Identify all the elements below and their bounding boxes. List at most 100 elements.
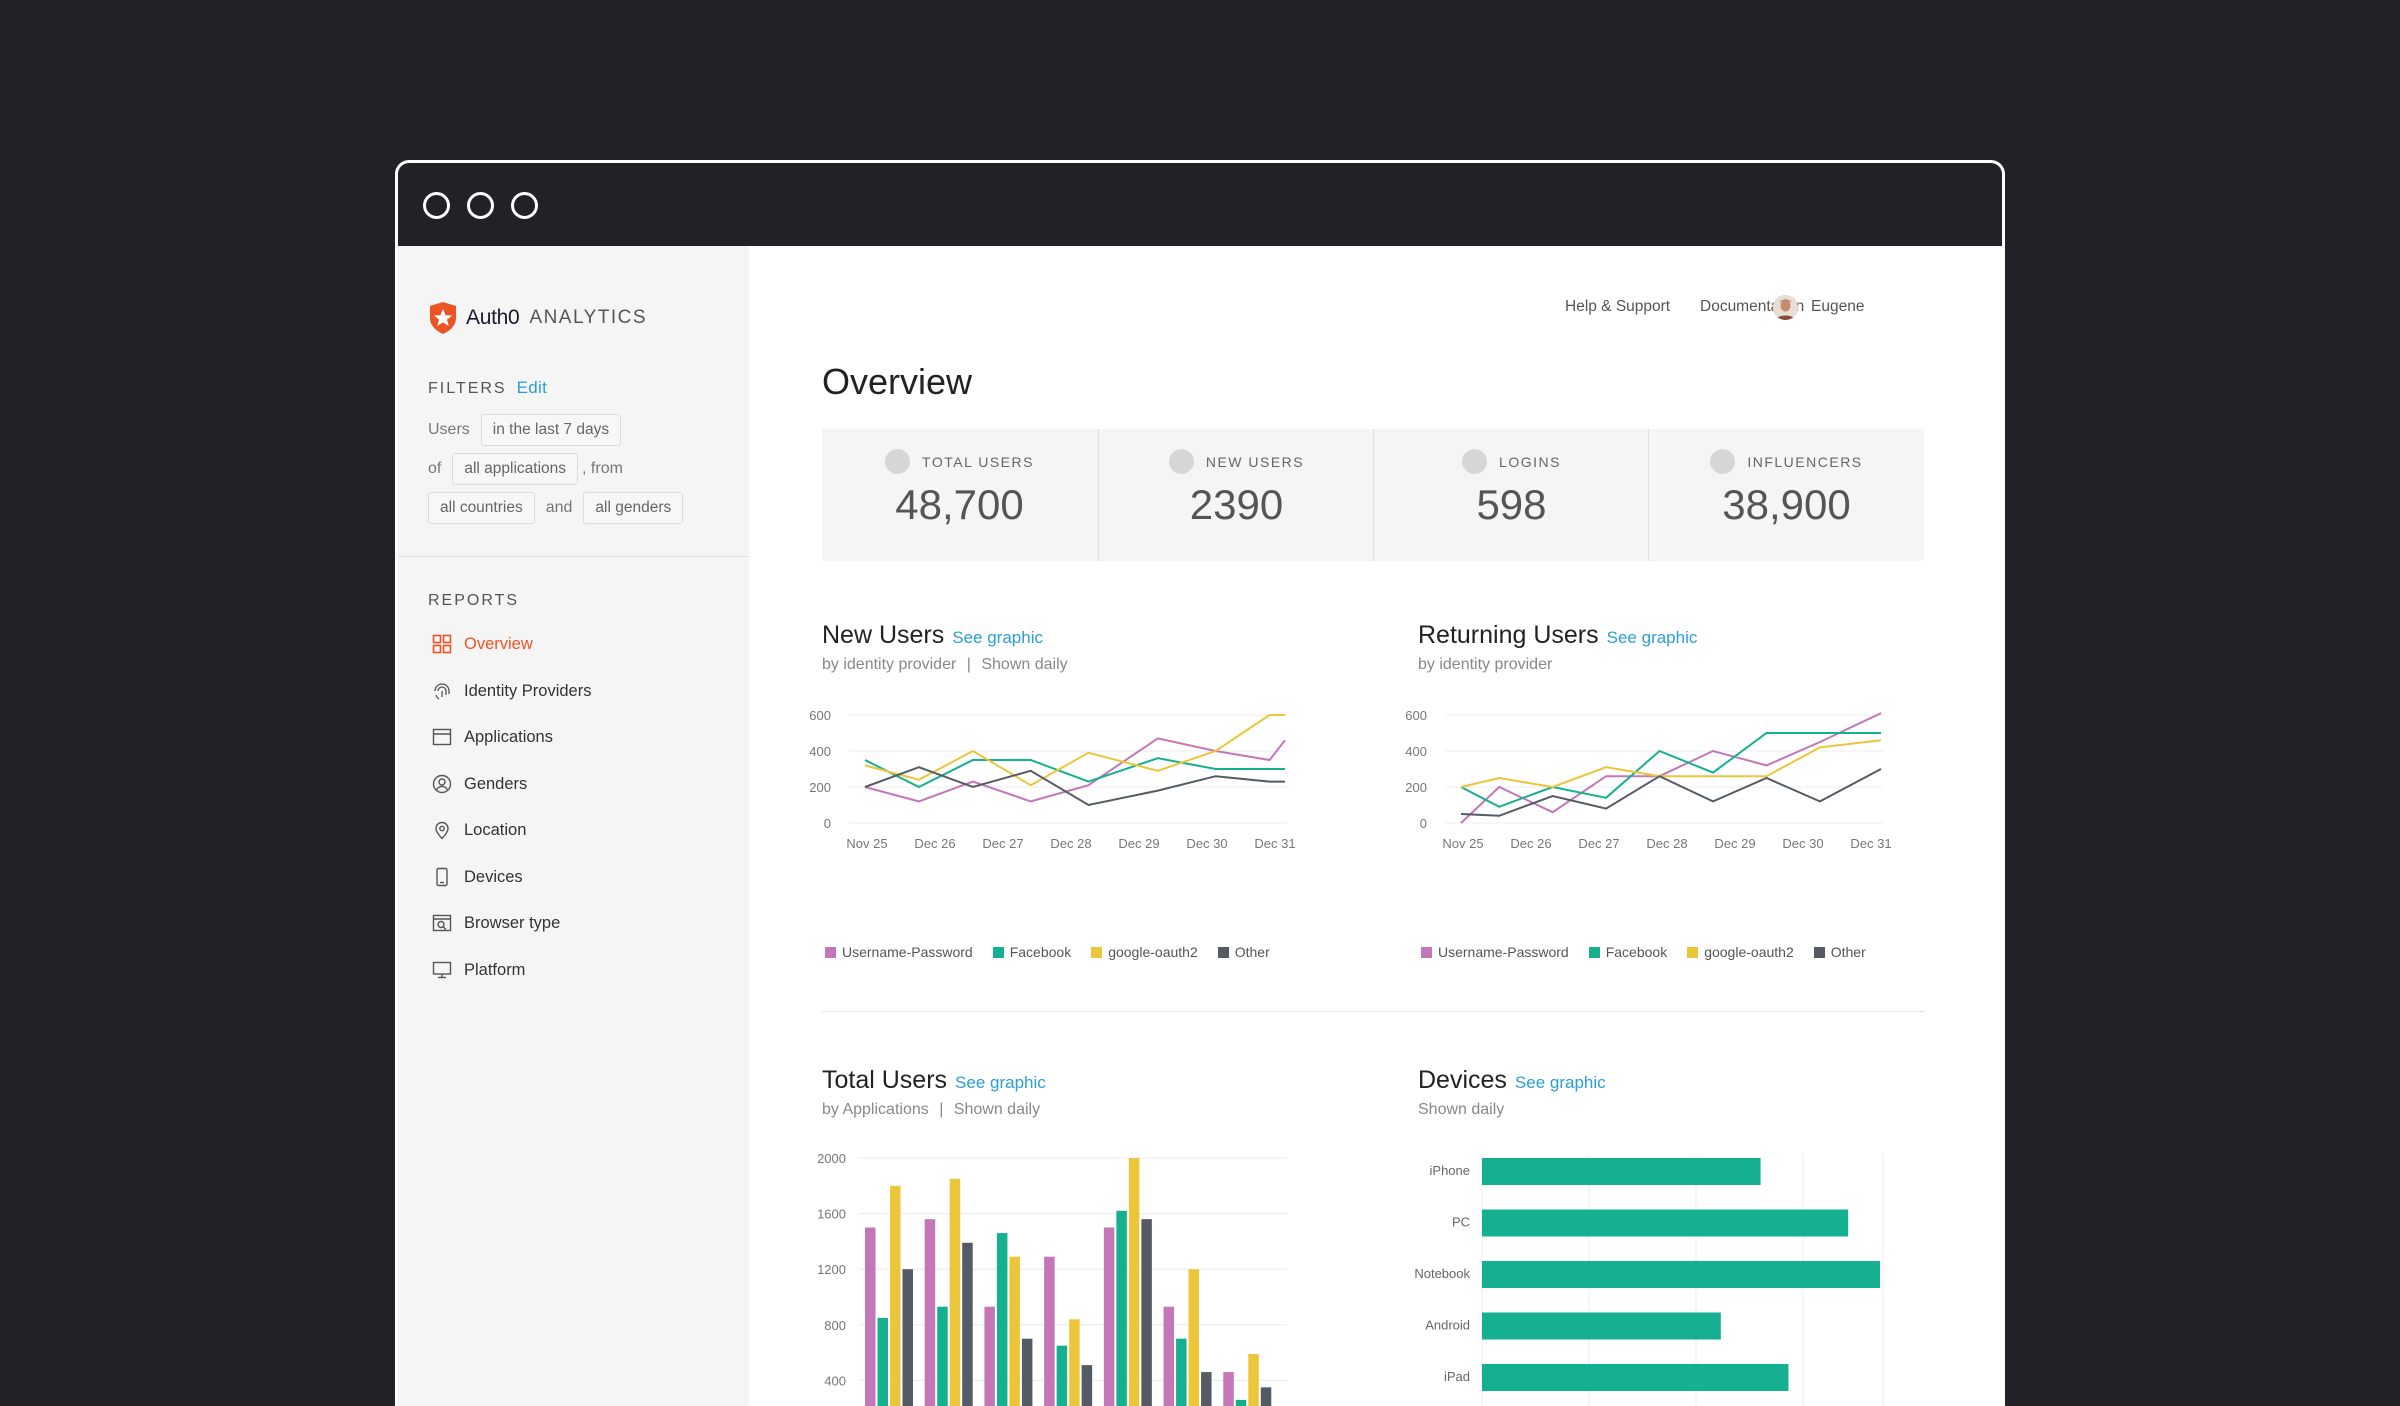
series-line bbox=[1460, 732, 1881, 808]
legend-item[interactable]: google-oauth2 bbox=[1687, 944, 1794, 960]
new-users-see-graphic-link[interactable]: See graphic bbox=[952, 628, 1043, 647]
stat-total-users: TOTAL USERS 48,700 bbox=[822, 429, 1097, 561]
category-label: iPhone bbox=[1430, 1163, 1470, 1178]
genders-chip[interactable]: all genders bbox=[583, 492, 684, 524]
users-icon bbox=[885, 449, 911, 474]
device-bar bbox=[1482, 1261, 1880, 1288]
minimize-window-button[interactable] bbox=[467, 192, 494, 219]
y-tick-label: 400 bbox=[824, 1373, 846, 1388]
stat-value: 2390 bbox=[1189, 481, 1284, 528]
stat-new-users: NEW USERS 2390 bbox=[1099, 429, 1374, 561]
filter-from-text: , from bbox=[582, 460, 623, 477]
sidebar-item-identity-providers[interactable]: Identity Providers bbox=[432, 681, 591, 701]
new-user-icon bbox=[1168, 449, 1194, 474]
legend-item[interactable]: google-oauth2 bbox=[1091, 944, 1198, 960]
stat-label: TOTAL USERS bbox=[922, 453, 1034, 470]
bar bbox=[1235, 1399, 1247, 1406]
stats-bar: TOTAL USERS 48,700 NEW USERS 2390 LOGINS… bbox=[822, 429, 1924, 561]
sidebar-item-browser-type[interactable]: Browser type bbox=[432, 913, 560, 933]
legend-label: Facebook bbox=[1605, 944, 1668, 960]
series-line bbox=[864, 757, 1285, 789]
new-users-card-title: New Users See graphic bbox=[822, 621, 1043, 650]
logo-text: Auth0 bbox=[466, 306, 520, 329]
legend-label: google-oauth2 bbox=[1704, 944, 1794, 960]
stat-value: 48,700 bbox=[895, 481, 1024, 528]
bar bbox=[1056, 1345, 1068, 1406]
stat-divider bbox=[1098, 429, 1099, 561]
bar bbox=[1081, 1365, 1093, 1406]
legend-swatch bbox=[1217, 947, 1229, 958]
filter-users-text: Users bbox=[428, 421, 470, 438]
sidebar-item-genders[interactable]: Genders bbox=[432, 774, 527, 794]
trend-icon bbox=[1710, 449, 1736, 474]
bar bbox=[865, 1227, 876, 1406]
devices-subtitle: Shown daily bbox=[1418, 1101, 1505, 1118]
legend-item[interactable]: Facebook bbox=[992, 944, 1072, 960]
sidebar-item-devices[interactable]: Devices bbox=[432, 867, 523, 887]
total-users-see-graphic-link[interactable]: See graphic bbox=[955, 1073, 1046, 1092]
x-tick-label: Dec 26 bbox=[914, 836, 955, 851]
card-title-text: New Users bbox=[822, 621, 945, 649]
time-range-chip[interactable]: in the last 7 days bbox=[480, 414, 622, 446]
sidebar-item-label: Devices bbox=[464, 867, 523, 886]
card-title-text: Returning Users bbox=[1418, 621, 1599, 649]
legend-item[interactable]: Facebook bbox=[1588, 944, 1668, 960]
device-bar bbox=[1482, 1158, 1761, 1185]
legend-item[interactable]: Other bbox=[1217, 944, 1270, 960]
y-tick-label: 1600 bbox=[817, 1207, 846, 1222]
avatar[interactable] bbox=[1773, 295, 1798, 320]
legend-item[interactable]: Username-Password bbox=[825, 944, 973, 960]
returning-users-see-graphic-link[interactable]: See graphic bbox=[1606, 628, 1698, 647]
series-line bbox=[864, 714, 1285, 787]
edit-filters-link[interactable]: Edit bbox=[516, 378, 548, 397]
subtitle-separator: | bbox=[966, 656, 971, 673]
bar bbox=[984, 1306, 995, 1406]
countries-chip[interactable]: all countries bbox=[428, 492, 535, 524]
x-tick-label: Dec 28 bbox=[1050, 836, 1091, 851]
filter-and-text: and bbox=[545, 499, 573, 516]
series-line bbox=[1460, 739, 1882, 789]
stat-divider bbox=[1648, 429, 1649, 561]
bar bbox=[1103, 1227, 1115, 1406]
close-window-button[interactable] bbox=[423, 192, 450, 219]
category-label: iPad bbox=[1444, 1369, 1470, 1384]
map-pin-icon bbox=[435, 821, 449, 840]
sidebar-item-overview[interactable]: Overview bbox=[432, 634, 533, 654]
maximize-window-button[interactable] bbox=[511, 192, 538, 219]
total-users-subtitle: by Applications | Shown daily bbox=[822, 1101, 1040, 1119]
returning-users-subtitle: by identity provider bbox=[1418, 656, 1553, 673]
devices-see-graphic-link[interactable]: See graphic bbox=[1514, 1073, 1606, 1092]
bar bbox=[1163, 1306, 1175, 1406]
legend-item[interactable]: Username-Password bbox=[1421, 944, 1569, 960]
logo[interactable]: Auth0 ANALYTICS bbox=[428, 301, 647, 335]
card-title-text: Total Users bbox=[822, 1066, 948, 1094]
legend-swatch bbox=[825, 947, 836, 958]
monitor-icon bbox=[432, 961, 452, 979]
sidebar-item-applications[interactable]: Applications bbox=[432, 727, 553, 747]
legend-swatch bbox=[1421, 947, 1432, 958]
y-tick-label: 400 bbox=[1405, 744, 1427, 759]
stat-label: LOGINS bbox=[1499, 453, 1561, 470]
sidebar-item-label: Genders bbox=[464, 774, 528, 793]
applications-chip[interactable]: all applications bbox=[452, 453, 579, 485]
legend-label: Facebook bbox=[1009, 944, 1072, 960]
phone-icon bbox=[436, 867, 448, 887]
legend-label: Other bbox=[1830, 944, 1866, 960]
bar bbox=[877, 1317, 888, 1406]
help-support-link[interactable]: Help & Support bbox=[1565, 298, 1671, 315]
sidebar-item-label: Location bbox=[464, 820, 527, 839]
sidebar-item-location[interactable]: Location bbox=[432, 820, 526, 840]
x-tick-label: Dec 28 bbox=[1646, 836, 1687, 851]
user-name[interactable]: Eugene bbox=[1811, 298, 1865, 315]
sidebar-item-label: Identity Providers bbox=[464, 681, 592, 700]
y-tick-label: 200 bbox=[809, 780, 831, 795]
stat-value: 598 bbox=[1476, 481, 1547, 528]
sidebar-item-platform[interactable]: Platform bbox=[432, 960, 525, 980]
filter-line-2: of all applications , from bbox=[428, 453, 623, 485]
x-tick-label: Dec 29 bbox=[1714, 836, 1755, 851]
filters-heading: FILTERS Edit bbox=[428, 378, 547, 398]
stat-influencers: INFLUENCERS 38,900 bbox=[1649, 429, 1924, 561]
total-users-card-title: Total Users See graphic bbox=[822, 1066, 1046, 1095]
legend-item[interactable]: Other bbox=[1813, 944, 1866, 960]
fingerprint-icon bbox=[434, 683, 450, 700]
